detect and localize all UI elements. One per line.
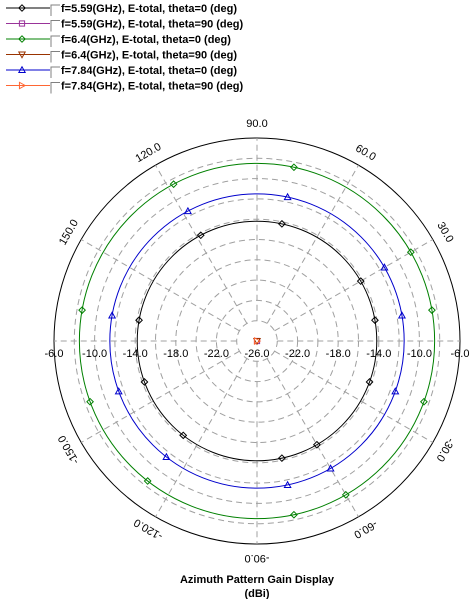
legend-entry: f=7.84(GHz), E-total, theta=0 (deg) — [61, 65, 237, 77]
marker-diamond — [356, 277, 365, 286]
grid-spoke — [80, 239, 240, 332]
legend-checkbox — [50, 35, 60, 47]
angle-label: 150.0 — [57, 218, 81, 248]
series-curve — [136, 220, 378, 462]
chart-title: Azimuth Pattern Gain Display — [180, 574, 335, 586]
marker-diamond — [290, 163, 298, 172]
polar-grid — [53, 137, 461, 545]
grid-circle — [114, 198, 400, 484]
legend-entry: f=5.59(GHz), E-total, theta=90 (deg) — [61, 19, 243, 31]
angle-label: 90.0 — [246, 118, 267, 130]
angle-label: -150.0 — [56, 433, 82, 466]
marker-triangle-up — [380, 263, 389, 271]
grid-spoke — [274, 239, 434, 332]
radial-tick-label: -6.0 — [451, 348, 470, 360]
radial-tick-label: -14.0 — [123, 348, 148, 360]
radial-tick-label: -18.0 — [163, 348, 188, 360]
marker-diamond — [420, 397, 428, 406]
legend-entry: f=5.59(GHz), E-total, theta=0 (deg) — [61, 3, 237, 15]
radial-tick-label: -22.0 — [204, 348, 229, 360]
angle-label: 30.0 — [434, 220, 455, 245]
series-curve — [78, 162, 436, 520]
radial-tick-label: -10.0 — [82, 348, 107, 360]
marker-diamond — [406, 248, 415, 257]
marker-diamond — [18, 35, 26, 43]
marker-triangle-up — [391, 387, 400, 395]
series-curves — [78, 162, 436, 520]
radial-tick-label: -10.0 — [407, 348, 432, 360]
legend-checkbox — [50, 66, 60, 78]
marker-diamond — [290, 510, 298, 519]
legend-checkbox — [50, 51, 60, 63]
marker-triangle-up — [183, 206, 192, 215]
radial-tick-label: -6.0 — [45, 348, 64, 360]
legend-entry: f=7.84(GHz), E-total, theta=90 (deg) — [61, 81, 243, 93]
marker-triangle-right — [253, 336, 262, 346]
chart-unit: (dBi) — [244, 588, 269, 599]
radial-tick-label: -26.0 — [244, 348, 269, 360]
legend-entry: f=6.4(GHz), E-total, theta=0 (deg) — [61, 34, 231, 46]
marker-diamond — [140, 378, 149, 386]
legend-checkbox — [50, 82, 60, 94]
marker-diamond — [18, 4, 26, 12]
marker-diamond — [143, 477, 152, 485]
marker-square — [18, 20, 26, 27]
marker-diamond — [196, 231, 205, 240]
marker-triangle-up — [108, 311, 117, 319]
angle-label: -120.0 — [132, 516, 165, 542]
marker-triangle-up — [17, 65, 27, 74]
marker-diamond — [371, 316, 379, 325]
marker-triangle-right — [18, 81, 27, 90]
marker-diamond — [277, 454, 286, 463]
marker-diamond — [365, 378, 374, 386]
grid-circle — [175, 259, 339, 423]
marker-diamond — [312, 440, 321, 449]
grid-spoke — [274, 350, 434, 443]
marker-triangle-up — [283, 480, 292, 489]
marker-diamond — [341, 490, 350, 499]
legend-entry: f=6.4(GHz), E-total, theta=90 (deg) — [61, 50, 237, 62]
marker-triangle-up — [326, 464, 335, 472]
marker-diamond — [78, 306, 86, 315]
grid-circle — [73, 157, 441, 525]
marker-diamond — [428, 306, 436, 315]
marker-triangle-up — [162, 452, 171, 461]
marker-triangle-down — [17, 51, 27, 59]
radial-tick-label: -22.0 — [285, 348, 310, 360]
marker-triangle-up — [114, 387, 123, 395]
grid-circle — [215, 299, 299, 383]
legend: f=5.59(GHz), E-total, theta=0 (deg) f=5.5… — [6, 3, 243, 94]
grid-spoke — [155, 358, 248, 518]
marker-diamond — [169, 180, 178, 189]
legend-checkbox — [50, 4, 60, 16]
grid-spoke — [266, 358, 359, 518]
radial-tick-label: -18.0 — [326, 348, 351, 360]
angle-label: -30.0 — [434, 436, 457, 464]
marker-diamond — [179, 431, 188, 440]
marker-triangle-up — [283, 192, 292, 201]
angle-label: 60.0 — [353, 142, 378, 163]
marker-diamond — [86, 397, 94, 406]
angle-label: 120.0 — [134, 141, 164, 165]
marker-triangle-up — [397, 311, 406, 319]
marker-diamond — [135, 316, 143, 325]
grid-spoke — [155, 164, 248, 324]
marker-diamond — [277, 219, 286, 228]
series-curve — [109, 193, 405, 489]
radial-tick-label: -14.0 — [366, 348, 391, 360]
grid-spoke — [266, 164, 359, 324]
legend-checkbox — [50, 20, 60, 32]
angle-label: -60.0 — [352, 518, 380, 541]
angle-label: -90.0 — [244, 552, 269, 564]
grid-spoke — [80, 350, 240, 443]
